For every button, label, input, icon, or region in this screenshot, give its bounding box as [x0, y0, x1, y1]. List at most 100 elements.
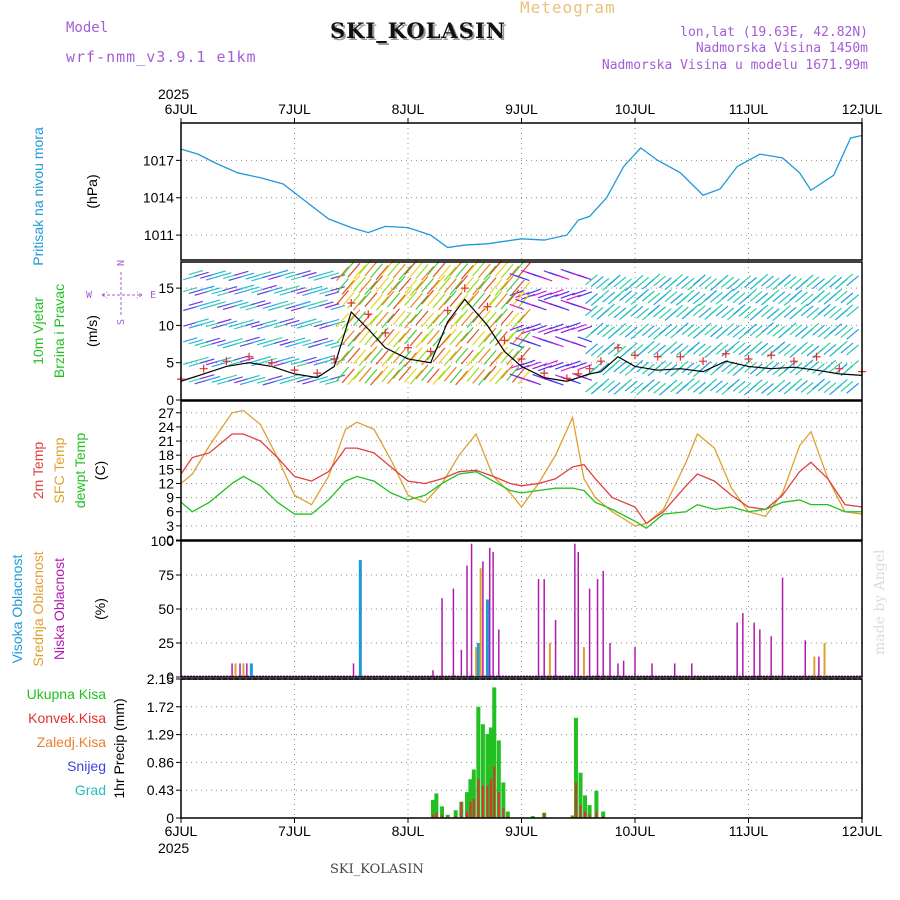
wind-barb — [245, 320, 260, 327]
wind-barb — [761, 275, 774, 287]
wind-barb — [577, 325, 593, 332]
wind-barb — [698, 322, 712, 334]
wind-barb — [789, 378, 803, 390]
wind-barb — [778, 274, 791, 286]
wind-barb — [681, 277, 695, 289]
legend-convective-rain: Konvek.Kisa — [28, 710, 106, 726]
wind-barb — [846, 294, 859, 306]
wind-barb — [511, 279, 525, 295]
precip-total-bar — [471, 769, 476, 818]
wind-barb — [398, 277, 412, 293]
precip-total-bar — [480, 724, 485, 818]
wind-barb — [630, 359, 644, 371]
wind-barb — [681, 362, 695, 374]
precip-total-bar — [492, 687, 497, 818]
wind-barb — [472, 280, 486, 296]
wind-barb — [647, 292, 661, 304]
wind-barb — [613, 288, 627, 300]
wind-barb — [432, 309, 446, 324]
wind-barb — [710, 326, 723, 338]
wind-barb — [483, 265, 497, 281]
wind-gust-marker — [460, 284, 469, 293]
y-tick-label: 100 — [151, 533, 175, 549]
wind-barb — [727, 290, 740, 302]
cloud-bar-low — [492, 551, 494, 677]
wind-barb — [188, 269, 204, 276]
cloud-bar-low — [759, 629, 761, 677]
wind-barb — [324, 272, 340, 278]
wind-barb — [721, 276, 735, 288]
precip-conv-bar — [588, 814, 591, 818]
wind-barb — [670, 292, 684, 304]
wind-barb — [681, 289, 695, 301]
wind-barb — [432, 370, 446, 385]
wind-barb — [483, 327, 497, 343]
wind-barb — [489, 260, 503, 275]
wind-barb — [443, 366, 457, 382]
wind-gust-marker — [631, 351, 639, 360]
wind-barb — [749, 325, 763, 337]
wind-barb — [566, 360, 581, 367]
wind-barb — [630, 382, 644, 394]
wind-barb — [590, 276, 604, 288]
wind-barb — [449, 330, 463, 346]
wind-axis-subtitle: Brzina i Pravac — [51, 284, 67, 378]
cloud-bar-low — [537, 579, 540, 677]
wind-barb — [336, 290, 349, 305]
cloud-bar-low — [246, 663, 248, 677]
wind-barb — [727, 278, 740, 290]
wind-barb — [472, 369, 486, 384]
wind-barb — [511, 368, 525, 383]
wind-barb — [834, 325, 848, 337]
cloud-bar-low — [239, 663, 241, 677]
wind-barb — [432, 293, 446, 309]
wind-barb — [675, 360, 689, 372]
wind-barb — [840, 380, 854, 392]
wind-barb — [466, 278, 480, 294]
wind-barb — [262, 319, 277, 325]
wind-barb — [670, 304, 684, 316]
wind-barb — [392, 364, 406, 379]
wind-barb — [205, 375, 221, 382]
wind-barb — [772, 325, 786, 337]
wind-barb — [426, 368, 440, 384]
wind-barb — [455, 263, 469, 278]
y-tick-label: 1017 — [143, 152, 174, 168]
wind-barb — [577, 305, 593, 312]
cloud-bar-low — [432, 670, 434, 677]
wind-gust-marker — [267, 358, 276, 367]
y-tick-label: 25 — [158, 635, 174, 651]
cloud-bar-low — [441, 598, 443, 677]
wind-barb — [687, 341, 701, 353]
wind-barb — [443, 266, 457, 282]
wind-barb — [370, 370, 384, 386]
cloud-bar-low — [452, 588, 455, 677]
wind-barb — [211, 339, 226, 345]
wind-barb — [460, 264, 474, 280]
x-tick-label: 7JUL — [278, 823, 311, 839]
wind-barb — [549, 323, 564, 330]
wind-barb — [783, 322, 797, 334]
precip-conv-bar — [489, 779, 492, 818]
wind-barb — [823, 382, 837, 394]
wind-gust-marker — [721, 349, 730, 358]
y-tick-label: 0.86 — [147, 754, 174, 770]
wind-barb — [670, 273, 684, 285]
cloud-bar-low — [753, 622, 755, 677]
wind-barb — [387, 369, 401, 385]
cloud-bar-low — [554, 619, 557, 677]
y-tick-label: 1014 — [143, 190, 174, 206]
wind-barb — [543, 359, 559, 367]
wind-gust-marker — [517, 354, 526, 363]
wind-barb — [438, 295, 452, 311]
precip-total-bar — [468, 779, 473, 818]
wind-barb — [228, 338, 243, 344]
pressure-line — [180, 134, 863, 249]
wind-barb — [347, 262, 361, 278]
wind-barb — [619, 363, 632, 375]
wind-barb — [812, 378, 825, 390]
wind-barb — [630, 344, 644, 356]
wind-barb — [375, 349, 389, 365]
precip-conv-bar — [579, 805, 582, 818]
